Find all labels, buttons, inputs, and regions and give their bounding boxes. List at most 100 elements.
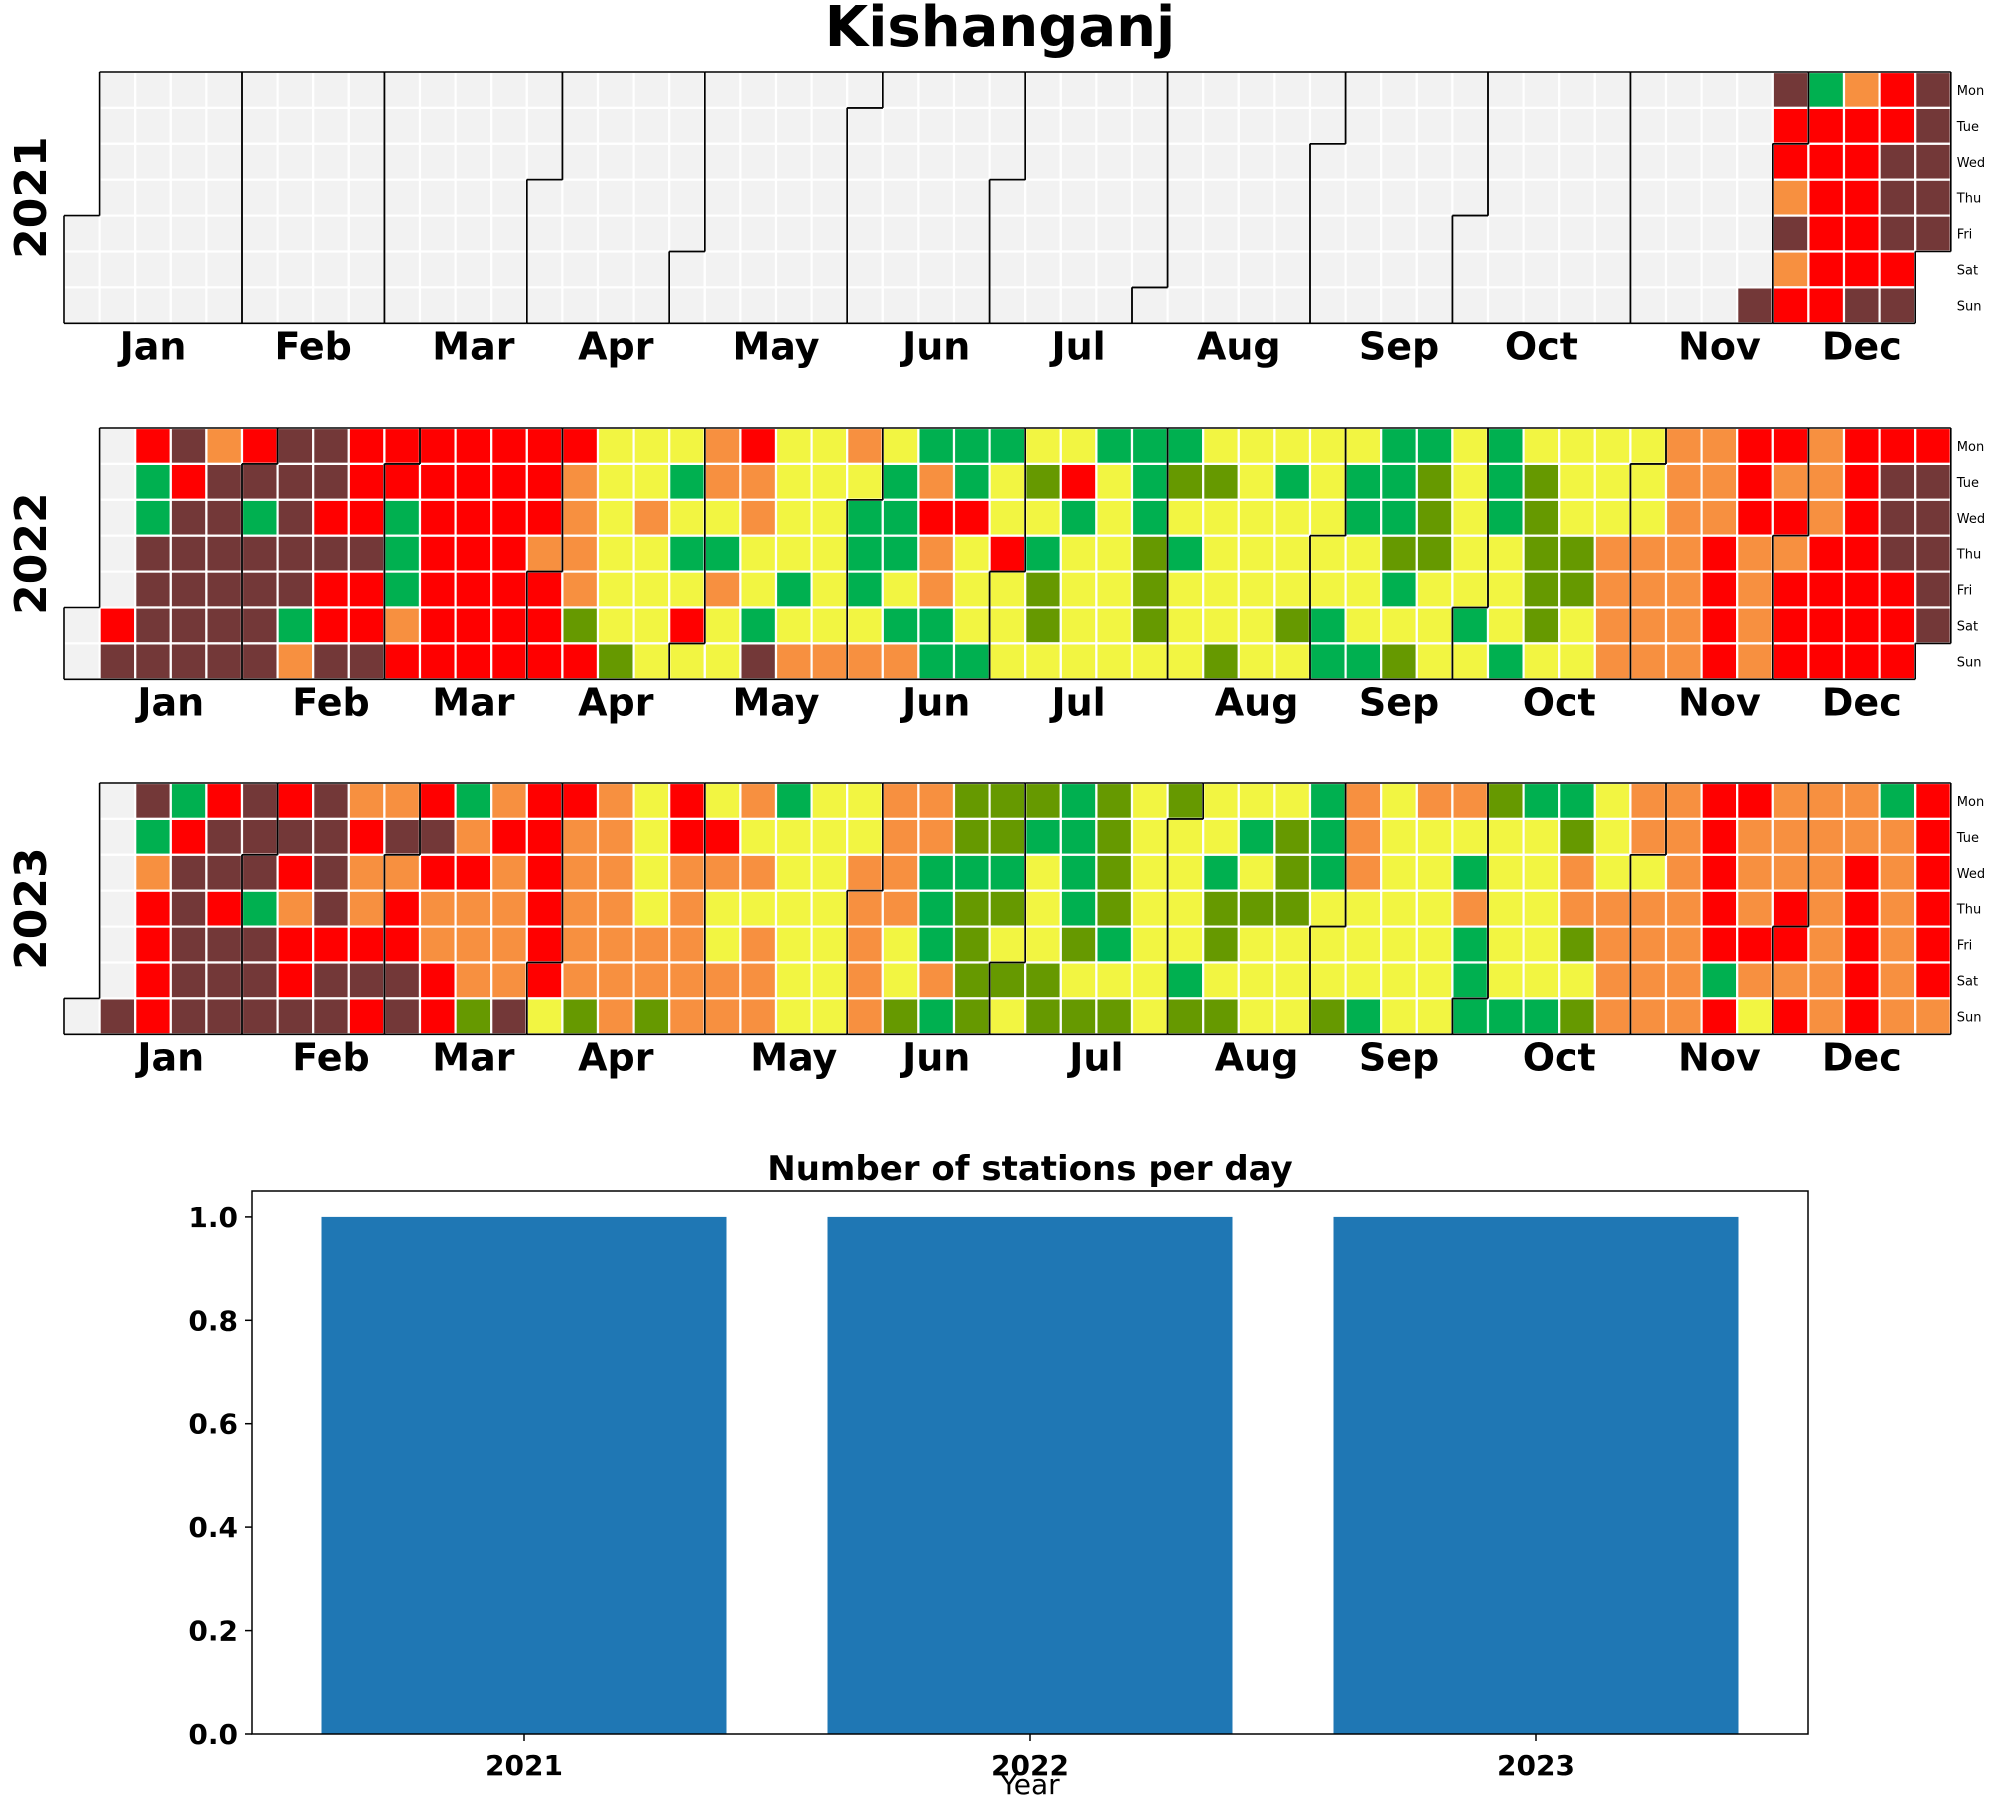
calendar-day-cell: [1415, 426, 1454, 466]
calendar-day-cell: [952, 961, 991, 1000]
calendar-day-cell: [1771, 853, 1810, 892]
calendar-day-cell: [1771, 142, 1810, 181]
calendar-day-cell: [383, 889, 422, 928]
calendar-day-cell: [1486, 70, 1525, 110]
calendar-day-cell: [1308, 106, 1347, 145]
calendar-day-cell: [1593, 70, 1632, 110]
calendar-day-cell: [98, 925, 137, 964]
calendar-day-cell: [134, 961, 172, 1000]
month-label: Jan: [134, 1035, 204, 1079]
calendar-day-cell: [1024, 570, 1062, 609]
calendar-day-cell: [98, 462, 137, 501]
calendar-day-cell: [1237, 925, 1276, 964]
calendar-day-cell: [988, 925, 1027, 964]
calendar-day-cell: [490, 426, 528, 466]
y-tick-label: 0.2: [188, 1615, 238, 1648]
calendar-day-cell: [1522, 853, 1561, 892]
calendar-day-cell: [1202, 997, 1240, 1036]
calendar-day-cell: [1166, 570, 1205, 609]
calendar-day-cell: [1380, 961, 1418, 1000]
calendar-day-cell: [1451, 214, 1490, 253]
calendar-day-cell: [774, 498, 813, 537]
calendar-day-cell: [668, 178, 706, 217]
calendar-day-cell: [881, 142, 920, 181]
calendar-day-cell: [1486, 286, 1525, 325]
calendar-day-cell: [1095, 178, 1134, 217]
calendar-day-cell: [1024, 70, 1062, 110]
calendar-day-cell: [525, 961, 564, 1000]
calendar-day-cell: [1842, 462, 1881, 501]
calendar-day-cell: [1451, 498, 1490, 537]
calendar-day-cell: [276, 817, 315, 856]
calendar-day-cell: [490, 925, 528, 964]
calendar-day-cell: [561, 214, 600, 253]
calendar-day-cell: [632, 781, 671, 821]
calendar-day-cell: [1380, 70, 1418, 110]
calendar-day-cell: [1273, 70, 1312, 110]
calendar-day-cell: [383, 534, 422, 573]
calendar-day-cell: [169, 606, 208, 645]
calendar-day-cell: [1380, 570, 1418, 609]
calendar-day-cell: [1914, 106, 1952, 145]
calendar-day-cell: [596, 214, 635, 253]
calendar-day-cell: [1914, 462, 1952, 501]
calendar-day-cell: [1024, 426, 1062, 466]
calendar-day-cell: [1558, 70, 1596, 110]
calendar-day-cell: [1451, 462, 1490, 501]
calendar-day-cell: [1415, 781, 1454, 821]
calendar-day-cell: [1736, 106, 1774, 145]
calendar-day-cell: [1807, 286, 1846, 325]
month-label: Aug: [1197, 324, 1281, 368]
calendar-day-cell: [1771, 570, 1810, 609]
calendar-day-cell: [1237, 817, 1276, 856]
calendar-day-cell: [347, 642, 386, 681]
calendar-day-cell: [134, 570, 172, 609]
calendar-day-cell: [952, 178, 991, 217]
calendar-day-cell: [490, 214, 528, 253]
calendar-day-cell: [1842, 853, 1881, 892]
calendar-day-cell: [1736, 961, 1774, 1000]
calendar-day-cell: [774, 889, 813, 928]
calendar-day-cell: [1771, 642, 1810, 681]
weekday-label: Sat: [1957, 975, 1978, 990]
calendar-day-cell: [952, 250, 991, 289]
calendar-day-cell: [1878, 925, 1917, 964]
calendar-day-cell: [383, 70, 422, 110]
month-label: Oct: [1523, 1035, 1596, 1079]
calendar-day-cell: [1166, 426, 1205, 466]
month-label: Jan: [134, 680, 204, 724]
calendar-day-cell: [1451, 781, 1490, 821]
calendar-day-cell: [561, 498, 600, 537]
calendar-day-cell: [1273, 642, 1312, 681]
calendar-day-cell: [1380, 642, 1418, 681]
y-tick-label: 0.0: [188, 1718, 238, 1751]
calendar-day-cell: [739, 642, 778, 681]
y-tick-label: 0.4: [188, 1511, 238, 1544]
calendar-day-cell: [205, 961, 244, 1000]
calendar-day-cell: [525, 997, 564, 1036]
calendar-day-cell: [703, 997, 742, 1036]
calendar-day-cell: [1558, 250, 1596, 289]
calendar-day-cell: [312, 106, 350, 145]
calendar-day-cell: [1771, 286, 1810, 325]
calendar-day-cell: [774, 961, 813, 1000]
calendar-day-cell: [525, 781, 564, 821]
calendar-day-cell: [1522, 106, 1561, 145]
calendar-day-cell: [1095, 70, 1134, 110]
calendar-day-cell: [739, 606, 778, 645]
calendar-day-cell: [312, 70, 350, 110]
calendar-day-cell: [1807, 925, 1846, 964]
calendar-day-cell: [1202, 498, 1240, 537]
calendar-day-cell: [1344, 250, 1383, 289]
calendar-day-cell: [1629, 889, 1668, 928]
calendar-day-cell: [98, 498, 137, 537]
calendar-day-cell: [347, 853, 386, 892]
calendar-day-cell: [1807, 853, 1846, 892]
calendar-day-cell: [846, 178, 884, 217]
calendar-day-cell: [276, 961, 315, 1000]
calendar-day-cell: [312, 286, 350, 325]
calendar-day-cell: [846, 498, 884, 537]
calendar-day-cell: [383, 462, 422, 501]
calendar-day-cell: [703, 462, 742, 501]
calendar-day-cell: [1130, 570, 1169, 609]
